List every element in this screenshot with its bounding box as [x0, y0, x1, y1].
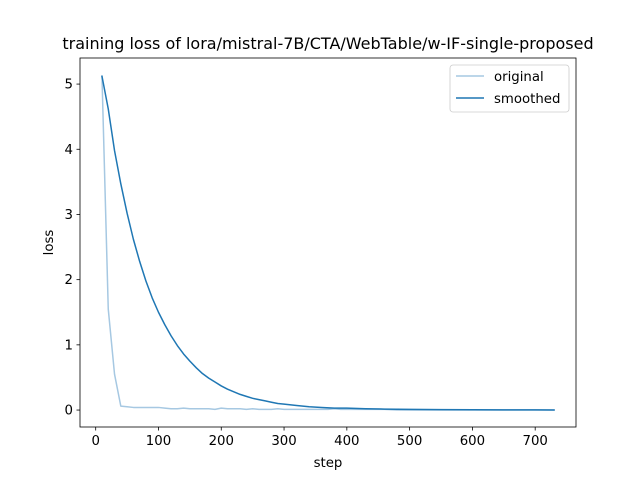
x-tick-label: 500	[397, 434, 422, 449]
y-axis-label: loss	[42, 230, 57, 256]
x-tick-label: 700	[522, 434, 547, 449]
legend-label-original: original	[494, 70, 544, 85]
y-tick-label: 5	[65, 78, 73, 93]
x-tick-label: 200	[209, 434, 234, 449]
y-tick-label: 4	[65, 143, 73, 158]
x-tick-label: 300	[271, 434, 296, 449]
y-tick-label: 3	[65, 208, 73, 223]
plot-area	[101, 75, 555, 411]
x-tick-label: 600	[460, 434, 485, 449]
x-axis-label: step	[314, 456, 343, 471]
y-tick-label: 1	[65, 338, 73, 353]
axes-frame	[79, 57, 577, 428]
x-tick-label: 100	[146, 434, 171, 449]
x-tick-label: 0	[91, 434, 99, 449]
y-tick-label: 2	[65, 273, 73, 288]
series-line-smoothed	[101, 75, 555, 411]
y-tick-label: 0	[65, 404, 73, 419]
chart-title: training loss of lora/mistral-7B/CTA/Web…	[62, 34, 593, 53]
legend: original smoothed	[449, 64, 570, 113]
legend-label-smoothed: smoothed	[494, 92, 560, 107]
x-tick-label: 400	[334, 434, 359, 449]
